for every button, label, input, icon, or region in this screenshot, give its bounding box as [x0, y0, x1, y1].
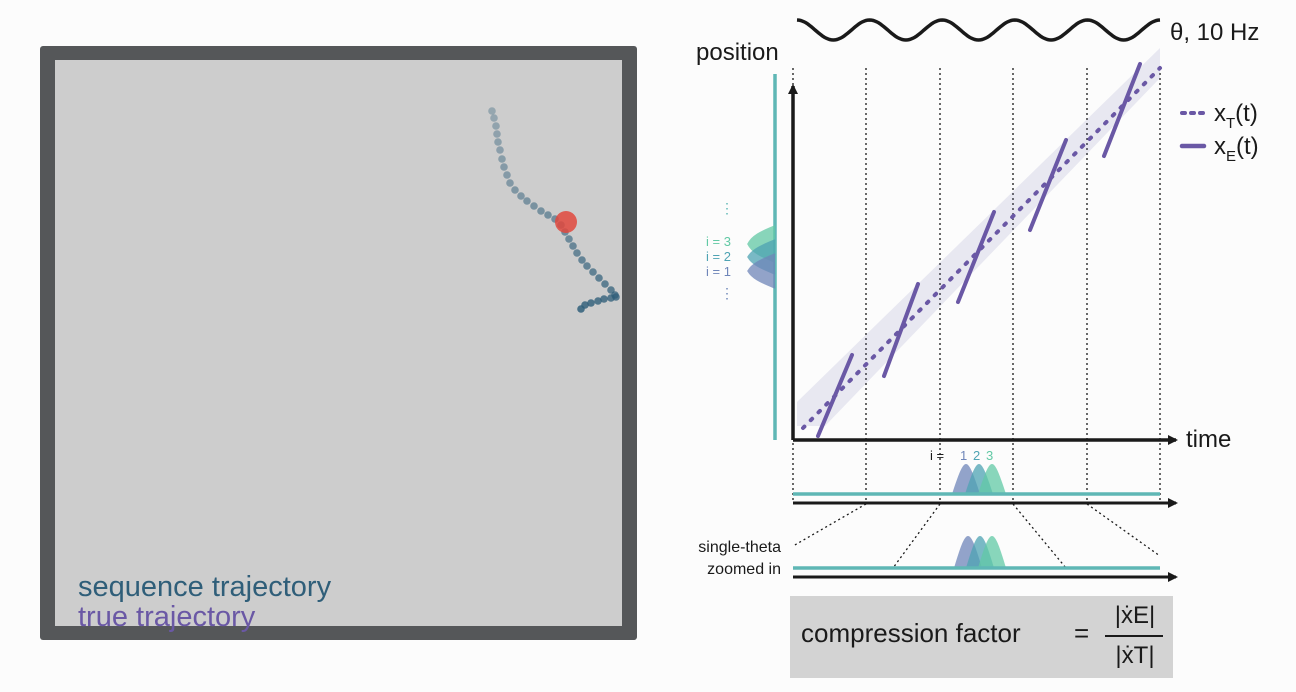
sequence-dot-16 — [544, 211, 552, 219]
fraction-denominator: |ẋT| — [1115, 642, 1155, 669]
legend-true-trajectory: true trajectory — [78, 601, 256, 633]
uncertainty-band — [797, 48, 1160, 426]
sequence-dot-13 — [523, 197, 531, 205]
sequence-dot-34 — [587, 299, 595, 307]
sequence-dot-3 — [492, 122, 500, 130]
sweep-segment-3 — [956, 210, 996, 304]
x-axis-label: time — [1186, 426, 1231, 453]
sequence-dot-7 — [498, 155, 506, 163]
sequence-dot-2 — [490, 114, 498, 122]
legend-true-label: xT(t) — [1214, 100, 1258, 132]
y-axis-label: position — [696, 39, 779, 66]
sequence-dot-22 — [573, 249, 581, 257]
i-row-value-2: 2 — [973, 448, 980, 463]
sequence-dot-23 — [578, 256, 586, 264]
theta-wave — [796, 18, 1161, 42]
compression-factor-label: compression factor — [801, 618, 1021, 648]
animal-position-marker — [555, 211, 577, 233]
sweep-segment-5 — [1102, 62, 1142, 158]
timing-bump-3 — [978, 464, 1006, 494]
trajectory-layer — [488, 107, 620, 313]
sequence-dot-11 — [511, 186, 519, 194]
theta-label: θ, 10 Hz — [1170, 19, 1259, 46]
sequence-dot-21 — [569, 242, 577, 250]
sequence-dot-24 — [583, 262, 591, 270]
arena-floor: sequence trajectory true trajectory — [55, 60, 622, 633]
compression-factor-box: compression factor = |ẋE| |ẋT| — [790, 596, 1173, 678]
i-label-3: i = 3 — [706, 234, 731, 249]
sequence-dot-32 — [600, 295, 608, 303]
sequence-dot-10 — [506, 179, 514, 187]
zoom-bump-3 — [978, 536, 1006, 568]
ellipsis-top: ⋮ — [720, 200, 734, 216]
sequence-dot-6 — [496, 146, 504, 154]
sweep-segment-4 — [1028, 138, 1068, 232]
i-row-value-3: 3 — [986, 448, 993, 463]
i-row-prefix: i = — [930, 448, 944, 463]
zoom-label-line2: zoomed in — [707, 561, 781, 578]
fraction-numerator: |ẋE| — [1114, 602, 1156, 629]
fraction-bar — [1105, 635, 1163, 637]
equals-sign: = — [1074, 618, 1090, 648]
sequence-dot-20 — [565, 235, 573, 243]
zoom-connectors — [792, 503, 1161, 569]
sequence-dot-8 — [500, 163, 508, 171]
sequence-dot-27 — [601, 280, 609, 288]
sequence-dot-33 — [594, 297, 602, 305]
legend-expected-label: xE(t) — [1214, 133, 1259, 165]
sweep-segment-2 — [882, 282, 920, 378]
sequence-dot-4 — [493, 130, 501, 138]
zoom-label-line1: single-theta — [698, 539, 781, 556]
sequence-dot-1 — [488, 107, 496, 115]
i-label-2: i = 2 — [706, 249, 731, 264]
sweep-segment-1 — [816, 353, 854, 438]
place-field-bump-1 — [747, 253, 776, 289]
sequence-trajectory-dots — [488, 107, 620, 313]
sequence-dot-9 — [503, 171, 511, 179]
sequence-dot-25 — [589, 268, 597, 276]
theta-sweeps — [816, 62, 1142, 438]
i-row-value-1: 1 — [960, 448, 967, 463]
sequence-dot-26 — [595, 274, 603, 282]
sequence-dot-5 — [494, 138, 502, 146]
sequence-dot-31 — [607, 294, 615, 302]
arena-frame: sequence trajectory true trajectory — [40, 46, 637, 640]
legend-sequence-trajectory: sequence trajectory — [78, 571, 332, 603]
sequence-dot-14 — [530, 202, 538, 210]
i-label-1: i = 1 — [706, 264, 731, 279]
ellipsis-bottom: ⋮ — [720, 285, 734, 301]
sequence-dot-12 — [517, 192, 525, 200]
sequence-dot-36 — [577, 305, 585, 313]
sequence-dot-15 — [537, 207, 545, 215]
